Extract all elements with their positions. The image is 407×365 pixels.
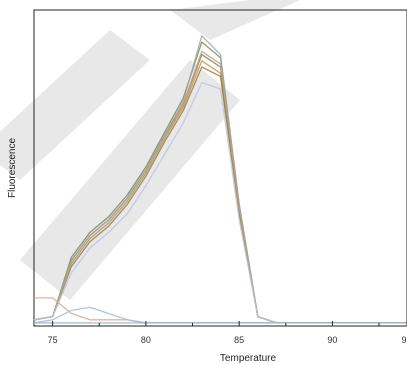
x-ticks: 75 80 85 90 9 xyxy=(48,321,407,345)
x-tick-label: 80 xyxy=(141,335,151,345)
plot-frame xyxy=(33,9,407,327)
x-axis-title: Temperature xyxy=(220,353,277,364)
x-tick-label: 85 xyxy=(234,335,244,345)
watermark xyxy=(0,0,300,300)
x-tick-label: 75 xyxy=(48,335,58,345)
y-axis-title: Fluorescence xyxy=(7,138,18,198)
series-layer xyxy=(33,35,407,324)
x-tick-label: 90 xyxy=(327,335,337,345)
series-line-8 xyxy=(34,297,407,324)
x-tick-label: 9 xyxy=(401,335,406,345)
series-line-9 xyxy=(33,306,407,324)
